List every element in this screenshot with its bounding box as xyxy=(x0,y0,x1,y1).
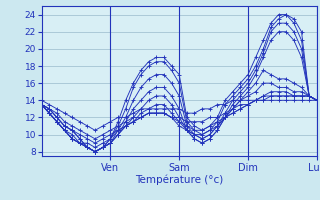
X-axis label: Température (°c): Température (°c) xyxy=(135,174,223,185)
